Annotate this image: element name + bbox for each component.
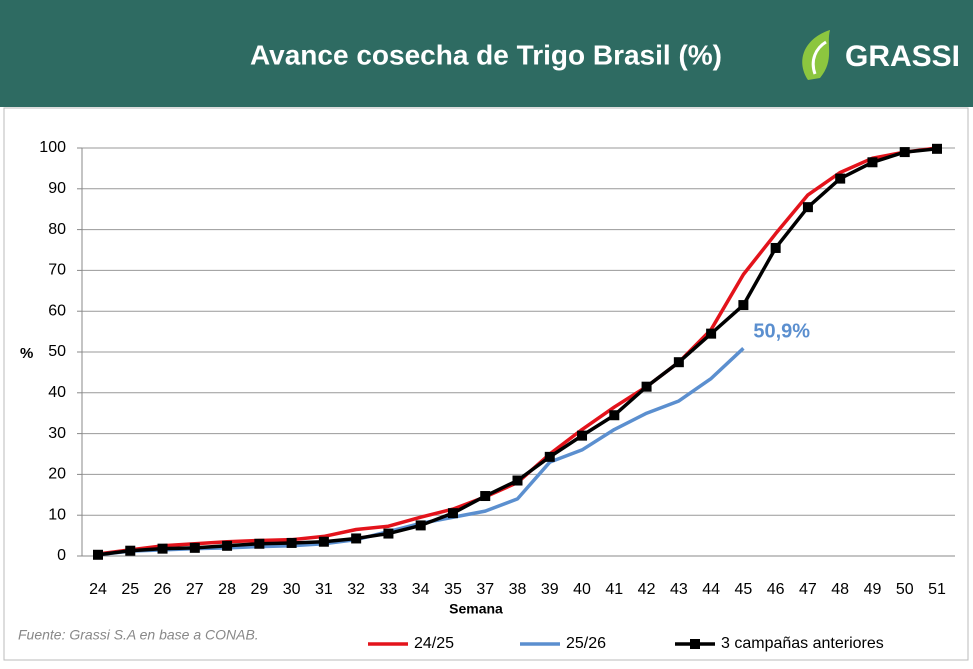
point-marker bbox=[706, 328, 717, 339]
x-tick-label: 26 bbox=[154, 581, 172, 598]
x-tick-label: 40 bbox=[573, 581, 591, 598]
point-marker bbox=[738, 300, 749, 311]
source-note: Fuente: Grassi S.A en base a CONAB. bbox=[18, 627, 259, 643]
chart-title: Avance cosecha de Trigo Brasil (%) bbox=[250, 39, 722, 70]
point-marker bbox=[383, 528, 394, 539]
x-tick-label: 44 bbox=[702, 581, 720, 598]
y-tick-label: 80 bbox=[48, 221, 66, 238]
x-tick-label: 32 bbox=[347, 581, 365, 598]
point-marker bbox=[641, 381, 652, 392]
y-tick-label: 40 bbox=[48, 384, 66, 401]
chart-frame bbox=[3, 107, 969, 661]
point-marker bbox=[480, 491, 491, 502]
point-marker bbox=[125, 545, 136, 556]
point-marker bbox=[512, 475, 523, 486]
legend-label: 3 campañas anteriores bbox=[721, 635, 884, 652]
x-tick-label: 41 bbox=[605, 581, 623, 598]
x-tick-label: 46 bbox=[767, 581, 785, 598]
y-tick-label: 20 bbox=[48, 466, 66, 483]
x-tick-label: 38 bbox=[509, 581, 527, 598]
point-marker bbox=[351, 533, 362, 544]
x-tick-label: 51 bbox=[928, 581, 946, 598]
legend-label: 24/25 bbox=[414, 635, 454, 652]
y-tick-label: 90 bbox=[48, 180, 66, 197]
point-marker bbox=[318, 536, 329, 547]
point-marker bbox=[835, 173, 846, 184]
point-marker bbox=[770, 242, 781, 253]
point-marker bbox=[673, 357, 684, 368]
x-tick-label: 47 bbox=[799, 581, 817, 598]
x-tick-label: 50 bbox=[896, 581, 914, 598]
point-marker bbox=[867, 157, 878, 168]
x-tick-label: 33 bbox=[380, 581, 398, 598]
point-marker bbox=[157, 543, 168, 554]
point-marker bbox=[189, 542, 200, 553]
point-marker bbox=[609, 410, 620, 421]
point-marker bbox=[932, 143, 942, 154]
point-marker bbox=[286, 537, 297, 548]
x-tick-label: 49 bbox=[864, 581, 882, 598]
y-axis-label: % bbox=[20, 345, 33, 362]
y-tick-label: 30 bbox=[48, 425, 66, 442]
x-tick-label: 30 bbox=[283, 581, 301, 598]
brand: GRASSI bbox=[845, 40, 960, 73]
x-tick-label: 37 bbox=[476, 581, 494, 598]
logo: GRASSI bbox=[802, 30, 960, 80]
point-marker bbox=[447, 508, 458, 519]
legend-marker bbox=[690, 639, 700, 649]
point-marker bbox=[577, 430, 588, 441]
point-marker bbox=[802, 202, 813, 213]
point-marker bbox=[415, 520, 426, 531]
x-tick-label: 31 bbox=[315, 581, 333, 598]
point-marker bbox=[899, 147, 910, 158]
y-tick-label: 100 bbox=[39, 139, 66, 156]
x-tick-label: 48 bbox=[831, 581, 849, 598]
point-marker bbox=[254, 538, 265, 549]
x-tick-label: 45 bbox=[734, 581, 752, 598]
x-tick-label: 25 bbox=[121, 581, 139, 598]
point-marker bbox=[544, 451, 555, 462]
y-tick-label: 0 bbox=[57, 547, 66, 564]
x-tick-label: 28 bbox=[218, 581, 236, 598]
data-label: 50,9% bbox=[753, 321, 810, 343]
x-tick-label: 39 bbox=[541, 581, 559, 598]
y-tick-label: 60 bbox=[48, 302, 66, 319]
legend-label: 25/26 bbox=[566, 635, 606, 652]
x-axis-label: Semana bbox=[449, 601, 503, 617]
x-tick-label: 34 bbox=[412, 581, 430, 598]
y-tick-label: 10 bbox=[48, 506, 66, 523]
x-tick-label: 29 bbox=[250, 581, 268, 598]
y-tick-label: 70 bbox=[48, 262, 66, 279]
x-tick-label: 35 bbox=[444, 581, 462, 598]
x-tick-label: 42 bbox=[638, 581, 656, 598]
x-tick-label: 43 bbox=[670, 581, 688, 598]
y-tick-label: 50 bbox=[48, 343, 66, 360]
x-tick-label: 27 bbox=[186, 581, 204, 598]
point-marker bbox=[222, 540, 233, 551]
x-tick-label: 24 bbox=[89, 581, 107, 598]
logo-leaf-vein bbox=[811, 40, 827, 75]
point-marker bbox=[93, 549, 103, 560]
